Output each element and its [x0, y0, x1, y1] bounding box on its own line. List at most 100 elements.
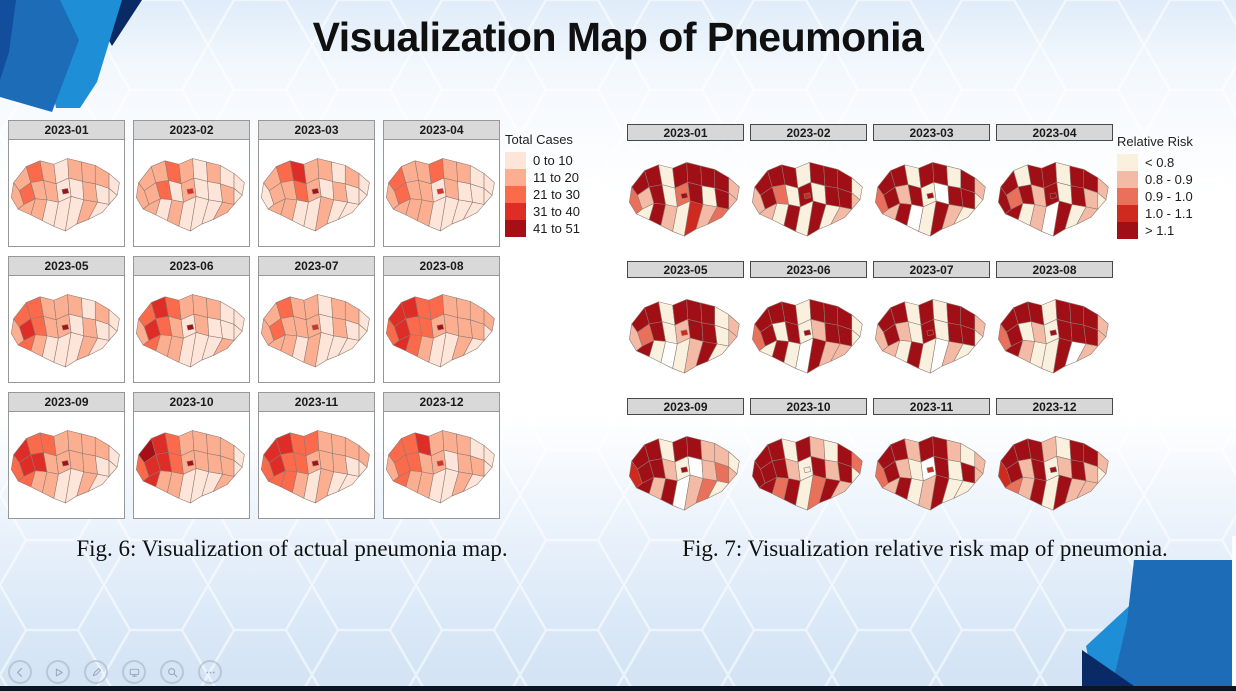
month-label: 2023-04: [996, 124, 1113, 141]
legend-item: 11 to 20: [505, 169, 580, 186]
district-region: [81, 433, 96, 457]
map-panel: 2023-01: [8, 120, 125, 247]
district-region: [946, 165, 962, 189]
map-panel: 2023-01: [627, 124, 744, 251]
district-region: [186, 324, 195, 331]
choropleth-map: [261, 430, 370, 504]
map-panel: 2023-12: [996, 398, 1113, 525]
district-region: [803, 192, 812, 199]
district-region: [456, 297, 471, 321]
choropleth-map: [998, 299, 1109, 374]
district-region: [436, 188, 445, 195]
month-label: 2023-05: [9, 257, 124, 276]
choropleth-map: [386, 430, 495, 504]
legend-item: 0 to 10: [505, 152, 580, 169]
map-panel: 2023-07: [873, 261, 990, 388]
district-region: [456, 161, 471, 185]
district-region: [61, 188, 70, 195]
month-label: 2023-12: [384, 393, 499, 412]
legend-item: 0.9 - 1.0: [1117, 188, 1193, 205]
legend-title: Total Cases: [505, 132, 573, 147]
map-panel: 2023-05: [627, 261, 744, 388]
total-cases-legend: Total Cases 0 to 10 11 to 20 21 to 30 31 to…: [505, 132, 580, 237]
map-panel: 2023-03: [258, 120, 375, 247]
legend-item: < 0.8: [1117, 154, 1193, 171]
figure-actual-pneumonia-maps: 2023-01 2023-02 2023-03 2023-04 2023-05 2023-…: [8, 120, 598, 580]
choropleth-map: [875, 162, 986, 237]
legend-swatch: [505, 186, 526, 203]
more-options-button[interactable]: [198, 660, 222, 684]
district-region: [680, 329, 689, 336]
legend-items: < 0.8 0.8 - 0.9 0.9 - 1.0 1.0 - 1.1 > 1.1: [1117, 154, 1193, 239]
choropleth-map: [998, 436, 1109, 511]
legend-label: 1.0 - 1.1: [1145, 206, 1193, 221]
choropleth-map: [875, 299, 986, 374]
legend-items: 0 to 10 11 to 20 21 to 30 31 to 40 41 to 51: [505, 152, 580, 237]
month-label: 2023-01: [627, 124, 744, 141]
slides-icon: [129, 668, 139, 677]
district-region: [206, 433, 221, 457]
legend-label: 0.9 - 1.0: [1145, 189, 1193, 204]
choropleth-map: [136, 158, 245, 232]
legend-label: 41 to 51: [533, 221, 580, 236]
previous-slide-button[interactable]: [8, 660, 32, 684]
district-region: [436, 460, 445, 467]
district-region: [926, 329, 935, 336]
map-panel: 2023-09: [8, 392, 125, 519]
map-panel: 2023-04: [996, 124, 1113, 251]
choropleth-map: [875, 436, 986, 511]
zoom-slide-button[interactable]: [160, 660, 184, 684]
month-label: 2023-09: [627, 398, 744, 415]
see-all-slides-button[interactable]: [122, 660, 146, 684]
district-region: [61, 460, 70, 467]
legend-swatch: [1117, 222, 1138, 239]
choropleth-map: [998, 162, 1109, 237]
legend-swatch: [1117, 188, 1138, 205]
choropleth-map: [136, 430, 245, 504]
month-label: 2023-08: [996, 261, 1113, 278]
legend-item: > 1.1: [1117, 222, 1193, 239]
legend-item: 21 to 30: [505, 186, 580, 203]
choropleth-map: [11, 294, 120, 368]
map-panel: 2023-08: [383, 256, 500, 383]
figure-relative-risk-maps: 2023-01 2023-02 2023-03 2023-04 2023-05 2023-…: [627, 124, 1233, 580]
district-region: [311, 460, 320, 467]
map-panel: 2023-03: [873, 124, 990, 251]
pen-icon: [92, 667, 101, 676]
next-slide-button[interactable]: [46, 660, 70, 684]
map-panel: 2023-11: [258, 392, 375, 519]
figure-caption: Fig. 6: Visualization of actual pneumoni…: [76, 536, 508, 561]
map-panel: 2023-06: [133, 256, 250, 383]
map-panel: 2023-04: [383, 120, 500, 247]
district-region: [823, 302, 839, 326]
district-region: [331, 297, 346, 321]
month-label: 2023-03: [259, 121, 374, 140]
pen-tool-button[interactable]: [84, 660, 108, 684]
district-region: [1069, 165, 1085, 189]
month-label: 2023-07: [259, 257, 374, 276]
district-region: [311, 188, 320, 195]
month-label: 2023-10: [750, 398, 867, 415]
district-region: [823, 165, 839, 189]
district-region: [926, 192, 935, 199]
month-label: 2023-04: [384, 121, 499, 140]
choropleth-map: [629, 162, 740, 237]
district-region: [331, 161, 346, 185]
legend-swatch: [505, 169, 526, 186]
legend-swatch: [505, 220, 526, 237]
map-grid: 2023-01 2023-02 2023-03 2023-04 2023-05 2023-…: [627, 124, 1113, 525]
district-region: [331, 433, 346, 457]
map-panel: 2023-02: [750, 124, 867, 251]
chevron-left-icon: [16, 667, 22, 677]
choropleth-map: [629, 299, 740, 374]
legend-item: 31 to 40: [505, 203, 580, 220]
legend-title: Relative Risk: [1117, 134, 1193, 149]
district-region: [700, 165, 716, 189]
district-region: [81, 161, 96, 185]
legend-label: < 0.8: [1145, 155, 1175, 170]
district-region: [436, 324, 445, 331]
legend-label: 21 to 30: [533, 187, 580, 202]
slide-right-edge: [1232, 536, 1236, 686]
legend-swatch: [1117, 171, 1138, 188]
map-panel: 2023-08: [996, 261, 1113, 388]
